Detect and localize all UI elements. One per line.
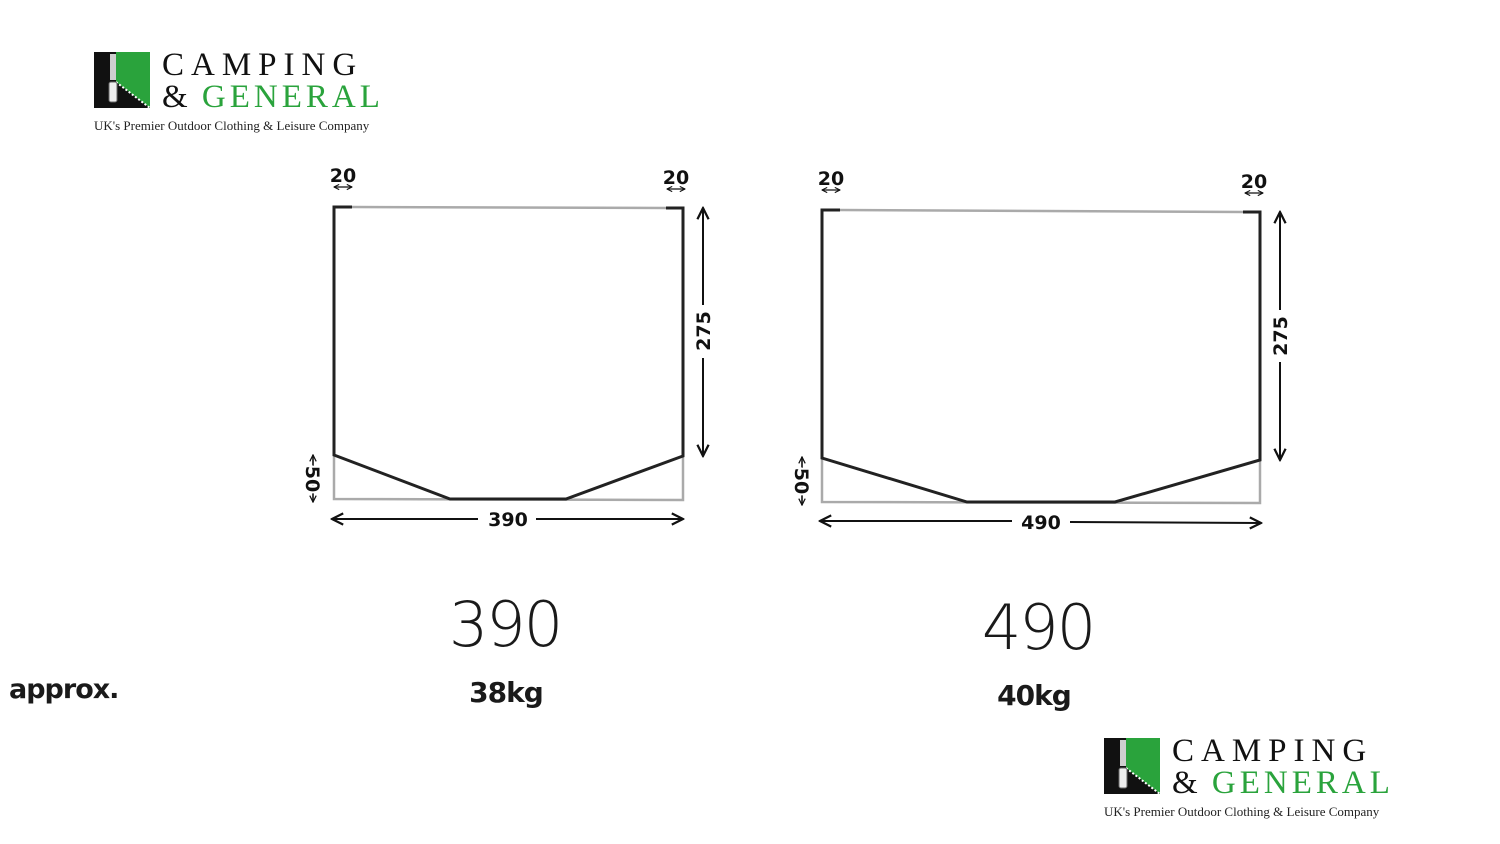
model-size-490: 490	[981, 591, 1096, 664]
brand-logo-top: CAMPING & GENERAL UK's Premier Outdoor C…	[94, 48, 394, 137]
height-label: 275	[1270, 316, 1292, 356]
model-weight-490: 40kg	[997, 679, 1072, 712]
floor-plan-490: 20 20 275 50 490	[788, 168, 1292, 534]
corner-right-label: 20	[663, 167, 689, 189]
floor-plan-390: 20 20 275 50 390	[299, 165, 715, 531]
logo-camping: CAMPING	[1172, 733, 1374, 769]
corner-left-label: 20	[330, 165, 356, 187]
logo-tagline: UK's Premier Outdoor Clothing & Leisure …	[94, 118, 370, 133]
weight-prefix: approx.	[9, 674, 119, 705]
corner-left-label: 20	[818, 168, 844, 190]
logo-tagline: UK's Premier Outdoor Clothing & Leisure …	[1104, 804, 1380, 819]
floor-outline	[332, 205, 685, 501]
height-label: 275	[693, 311, 715, 351]
width-label: 390	[488, 509, 528, 531]
cut-label: 50	[790, 468, 812, 494]
zip-logo-icon	[94, 52, 150, 108]
brand-logo-bottom: CAMPING & GENERAL UK's Premier Outdoor C…	[1104, 734, 1404, 823]
zip-logo-icon	[1104, 738, 1160, 794]
floor-outline	[820, 208, 1262, 504]
outline-reference	[820, 208, 1262, 505]
outline-reference	[332, 205, 685, 502]
logo-camping: CAMPING	[162, 47, 364, 83]
model-weight-390: 38kg	[469, 676, 544, 709]
model-size-390: 390	[448, 588, 563, 661]
logo-general: & GENERAL	[162, 79, 384, 115]
width-arrow-right	[1069, 522, 1261, 523]
width-label: 490	[1021, 512, 1061, 534]
logo-general: & GENERAL	[1172, 765, 1394, 801]
corner-right-label: 20	[1241, 171, 1267, 193]
cut-label: 50	[301, 466, 323, 492]
